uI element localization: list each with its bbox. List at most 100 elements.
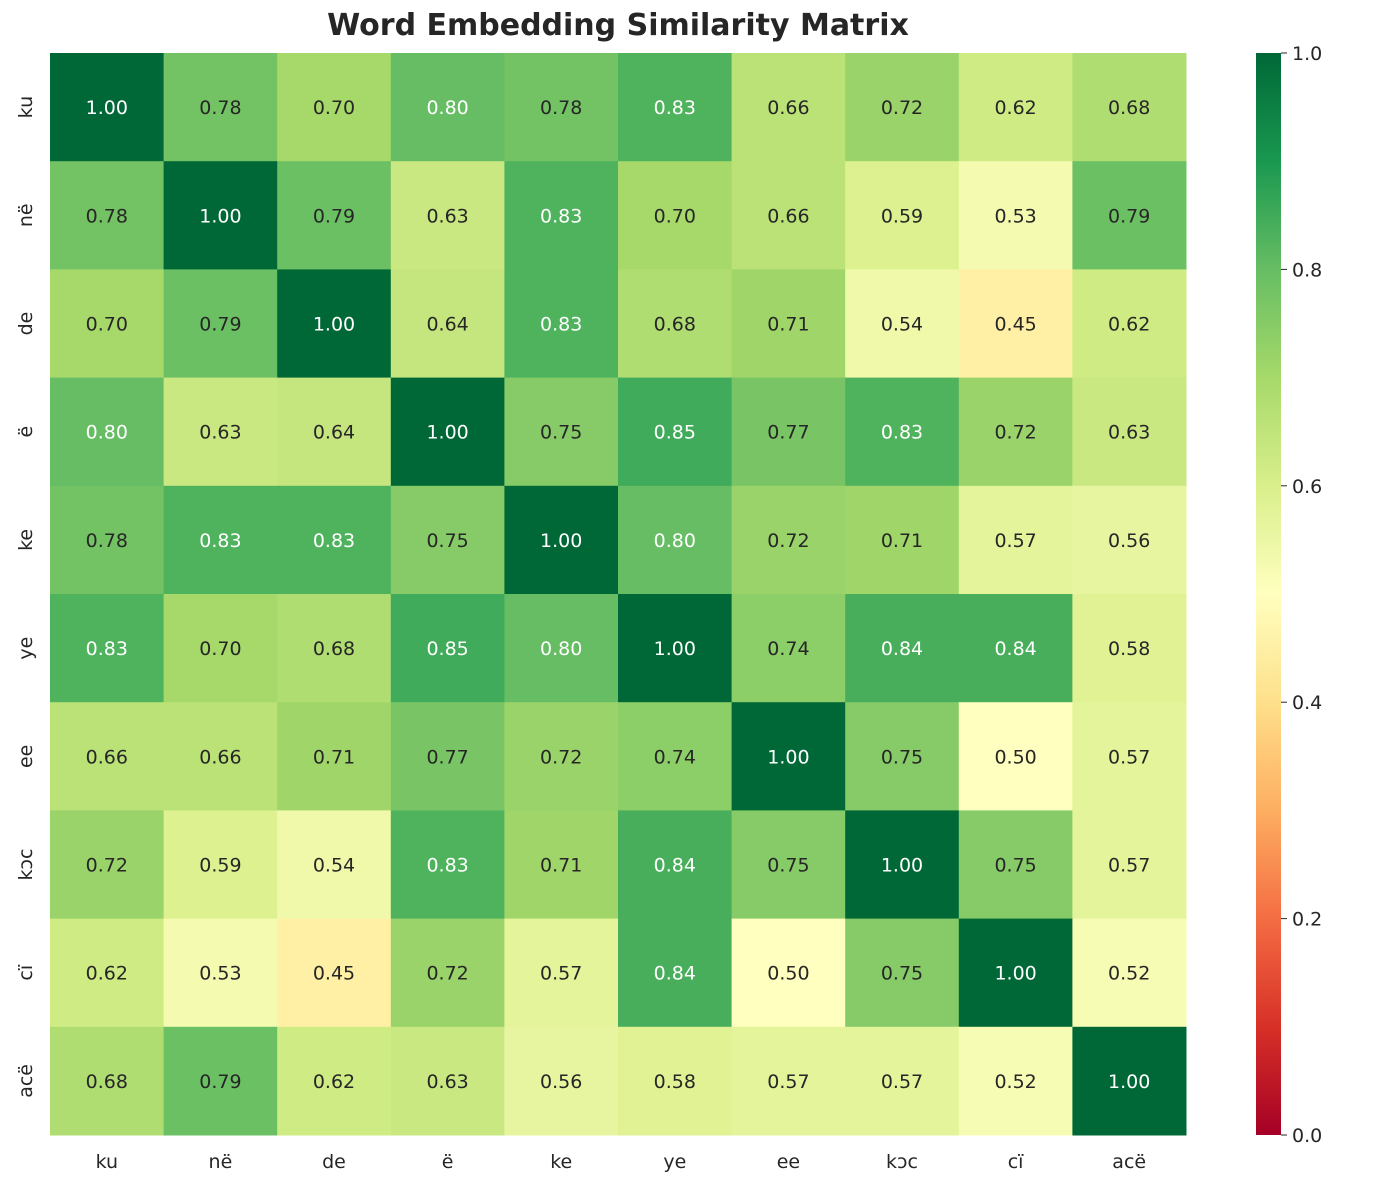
heatmap-cell [1072,269,1187,379]
cell-annotation: 0.64 [426,314,468,336]
cell-annotation: 0.66 [767,205,809,227]
y-tick-label: ke [15,529,37,551]
heatmap-cell [1072,918,1187,1028]
cell-annotation: 0.83 [313,530,355,552]
heatmap-cell [1072,810,1187,920]
cell-annotation: 0.72 [86,855,128,877]
heatmap-cell [504,918,619,1028]
heatmap-cell [958,53,1073,162]
cell-annotation: 0.71 [767,314,809,336]
heatmap-cell [277,702,392,811]
cell-annotation: 0.71 [313,746,355,768]
heatmap-cell [50,161,165,270]
cell-annotation: 0.56 [1108,530,1150,552]
heatmap-cell [1072,377,1187,487]
heatmap-cell [845,269,960,379]
heatmap-cell [618,377,733,487]
y-tick-label: kɔc [15,849,37,881]
colorbar-tick-label: 0.6 [1292,476,1322,498]
heatmap-cell [504,594,619,703]
heatmap-cell [50,810,165,920]
heatmap-cell [50,1026,165,1136]
heatmap-cell [277,377,392,487]
colorbar-ticks: 0.0 0.2 0.4 0.6 0.8 1.0 [1281,43,1322,1147]
cell-annotation: 0.70 [86,314,128,336]
heatmap-cell [163,594,278,703]
heatmap-cell [845,53,960,162]
y-tick-label: ë [15,426,37,438]
cell-annotation: 0.68 [1108,97,1150,119]
cell-annotation: 0.63 [426,205,468,227]
x-tick-label: kɔc [886,1151,918,1173]
cell-annotation: 0.52 [994,1071,1036,1093]
heatmap-cell [1072,1026,1187,1136]
heatmap-cell [618,161,733,270]
heatmap-cell [845,377,960,487]
heatmap-cell [504,377,619,487]
cell-annotation: 0.57 [1108,855,1150,877]
cell-annotation: 0.83 [199,530,241,552]
cell-annotation: 0.63 [199,422,241,444]
cell-annotation: 0.68 [86,1071,128,1093]
cell-annotation: 0.72 [540,746,582,768]
cell-annotation: 0.75 [426,530,468,552]
x-tick-label: de [322,1151,346,1173]
heatmap-cell [1072,702,1187,811]
cell-annotation: 0.72 [767,530,809,552]
cell-annotation: 0.85 [654,422,696,444]
cell-annotation: 1.00 [199,205,241,227]
cell-annotation: 0.45 [994,314,1036,336]
heatmap-cell [277,594,392,703]
heatmap-cell [163,485,278,595]
x-tick-label: ku [96,1151,118,1173]
cell-annotation: 0.70 [654,205,696,227]
heatmap-cell [390,702,505,811]
heatmap-cell [958,1026,1073,1136]
cell-annotation: 0.63 [426,1071,468,1093]
heatmap-cell [845,594,960,703]
cell-annotation: 1.00 [426,422,468,444]
cell-annotation: 0.77 [767,422,809,444]
heatmap-cell [390,485,505,595]
x-tick-label: acë [1112,1151,1146,1173]
cell-annotation: 0.62 [1108,314,1150,336]
cell-annotation: 0.62 [313,1071,355,1093]
heatmap-cell [504,269,619,379]
x-tick-label: ë [442,1151,454,1173]
cell-annotation: 0.79 [1108,205,1150,227]
cell-annotation: 0.80 [654,530,696,552]
heatmap-cell [618,594,733,703]
cell-annotation: 0.84 [994,638,1036,660]
heatmap-cell [618,53,733,162]
heatmap-cell [50,269,165,379]
cell-annotation: 0.75 [881,746,923,768]
cell-annotation: 0.59 [199,855,241,877]
heatmap-cell [618,702,733,811]
heatmap-cell [163,918,278,1028]
cell-annotation: 0.59 [881,205,923,227]
cell-annotation: 0.62 [994,97,1036,119]
cell-annotation: 0.84 [654,855,696,877]
heatmap-cell [731,1026,846,1136]
cell-annotation: 0.53 [994,205,1036,227]
cell-annotation: 0.80 [426,97,468,119]
cell-annotation: 0.78 [86,530,128,552]
heatmap-cell [277,485,392,595]
heatmap-cell [390,161,505,270]
cell-annotation: 0.45 [313,963,355,985]
y-tick-label: ku [15,96,37,118]
heatmap-cell [50,918,165,1028]
cell-annotation: 0.83 [540,205,582,227]
heatmap-cell [958,161,1073,270]
cell-annotation: 0.53 [199,963,241,985]
cell-annotation: 0.80 [540,638,582,660]
cell-annotation: 0.71 [540,855,582,877]
cell-annotation: 0.85 [426,638,468,660]
heatmap-cell [958,918,1073,1028]
heatmap-cell [50,702,165,811]
cell-annotation: 0.72 [994,422,1036,444]
heatmap-cell [618,1026,733,1136]
cell-annotation: 1.00 [540,530,582,552]
x-tick-label: cï [1008,1151,1024,1173]
